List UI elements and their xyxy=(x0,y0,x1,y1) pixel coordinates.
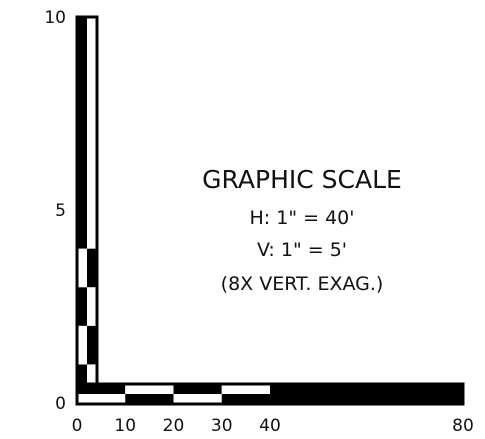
h-tick-label: 80 xyxy=(452,416,474,436)
v-tick-label: 10 xyxy=(44,8,66,28)
v-scale-segment-left xyxy=(77,248,87,288)
v-scale-segment-left xyxy=(77,210,87,249)
v-scale-segment-left xyxy=(77,17,87,210)
v-scale-segment-left xyxy=(77,325,87,365)
v-tick-label: 5 xyxy=(55,201,66,221)
h-scale-segment-top xyxy=(221,384,270,394)
v-scale-segment-right xyxy=(87,325,97,365)
h-scale-segment-top xyxy=(173,384,222,394)
horizontal-scale-bar xyxy=(75,382,465,406)
h-scale-segment-bottom xyxy=(77,394,126,404)
v-scale-segment-left xyxy=(77,287,87,326)
v-scale-segment-right xyxy=(87,17,97,210)
h-tick-label: 0 xyxy=(72,416,83,436)
h-scale-segment-bottom xyxy=(125,394,174,404)
exaggeration-note: (8X VERT. EXAG.) xyxy=(221,273,384,295)
horizontal-tick-labels: 0 10 20 30 40 80 xyxy=(72,416,474,436)
v-scale-segment-right xyxy=(87,210,97,249)
h-scale-segment-top xyxy=(77,384,126,394)
v-scale-segment-right xyxy=(87,248,97,288)
v-tick-label: 0 xyxy=(55,394,66,414)
h-scale-segment-top xyxy=(270,384,463,394)
h-tick-label: 10 xyxy=(114,416,136,436)
h-scale-segment-bottom xyxy=(173,394,222,404)
horizontal-scale-note: H: 1" = 40' xyxy=(250,207,355,229)
v-scale-segment-right xyxy=(87,287,97,326)
vertical-tick-labels: 0 5 10 xyxy=(44,8,66,414)
h-tick-label: 40 xyxy=(259,416,281,436)
h-scale-segment-bottom xyxy=(270,394,463,404)
vertical-scale-note: V: 1" = 5' xyxy=(257,239,347,261)
h-scale-segment-top xyxy=(125,384,174,394)
scale-title: GRAPHIC SCALE xyxy=(202,165,402,194)
h-scale-segment-bottom xyxy=(221,394,270,404)
vertical-scale-bar xyxy=(75,15,99,405)
h-tick-label: 30 xyxy=(211,416,233,436)
h-tick-label: 20 xyxy=(163,416,185,436)
h-scale-outline xyxy=(75,382,465,406)
